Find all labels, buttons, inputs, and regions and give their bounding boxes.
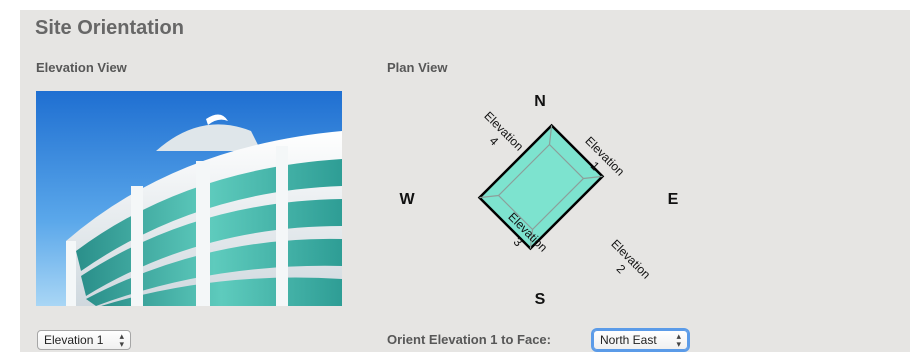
orient-direction-select[interactable]: North East ▴ ▾ [593,330,688,350]
svg-text:Elevation: Elevation [481,109,526,154]
select-arrows-icon: ▴ ▾ [676,331,681,349]
building-footprint [477,123,605,251]
orient-label: Orient Elevation 1 to Face: [387,332,551,347]
elevation-select-value: Elevation 1 [44,333,104,347]
elevation-select[interactable]: Elevation 1 ▴ ▾ [37,330,131,350]
elevation-2-label: Elevation 2 [608,237,653,282]
svg-text:4: 4 [487,134,502,149]
compass-west: W [399,191,415,208]
svg-text:Elevation: Elevation [608,237,653,282]
elevation-4-label: Elevation 4 [481,109,526,154]
site-orientation-panel: Site Orientation Elevation View Plan Vie… [20,10,910,352]
plan-view-diagram: N S E W Elevation 1 [380,84,700,316]
select-arrows-icon: ▴ ▾ [119,331,124,349]
orient-select-value: North East [600,333,657,347]
elevation-view-label: Elevation View [36,60,127,75]
compass-north: N [534,93,546,110]
compass-south: S [535,291,546,308]
svg-text:2: 2 [614,262,629,277]
plan-view-label: Plan View [387,60,448,75]
panel-title: Site Orientation [35,17,184,39]
elevation-photo [36,91,342,306]
compass-east: E [668,191,679,208]
